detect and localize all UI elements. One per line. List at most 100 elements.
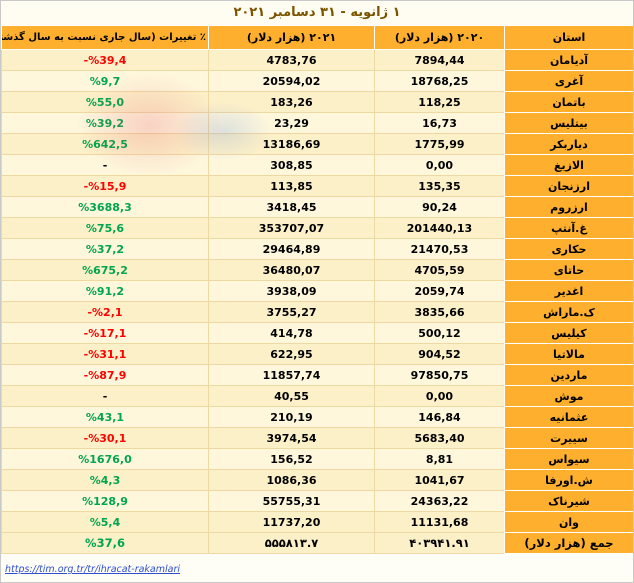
table-row: کیلیس 500,12 414,78 -%17,1 [1,322,633,344]
province-cell: سیواس [504,448,633,470]
value-2021-cell: 23,29 [208,112,375,134]
change-cell: - [1,154,209,176]
value-2020-cell: 201440,13 [374,217,505,239]
table-row: بیتلیس 16,73 23,29 %39,2 [1,112,633,134]
table-row: وان 11131,68 11737,20 %5,4 [1,511,633,533]
change-cell: %1676,0 [1,448,209,470]
value-2021-cell: 3418,45 [208,196,375,218]
total-change-cell: %37,6 [1,532,209,554]
province-cell: غ.آنتپ [504,217,633,239]
total-label-cell: جمع (هزار دلار) [504,532,633,554]
change-cell: -%87,9 [1,364,209,386]
value-2021-cell: 40,55 [208,385,375,407]
total-2021-cell: ۵۵۵۸۱۳.۷ [208,532,375,554]
header-change-pct: ٪ تغییرات (سال جاری نسبت به سال گذشته) [1,25,209,50]
table-row: ارزروم 90,24 3418,45 %3688,3 [1,196,633,218]
value-2021-cell: 113,85 [208,175,375,197]
value-2021-cell: 183,26 [208,91,375,113]
province-cell: باتمان [504,91,633,113]
province-cell: سییرت [504,427,633,449]
table-row: ماردین 97850,75 11857,74 -%87,9 [1,364,633,386]
province-cell: دیاربکر [504,133,633,155]
change-cell: %4,3 [1,469,209,491]
table-row: حاتای 4705,59 36480,07 %675,2 [1,259,633,281]
table-row: سیواس 8,81 156,52 %1676,0 [1,448,633,470]
province-cell: وان [504,511,633,533]
value-2021-cell: 353707,07 [208,217,375,239]
header-2021: ۲۰۲۱ (هزار دلار) [208,25,375,50]
value-2021-cell: 622,95 [208,343,375,365]
table-row: سییرت 5683,40 3974,54 -%30,1 [1,427,633,449]
change-cell: %9,7 [1,70,209,92]
value-2020-cell: 4705,59 [374,259,505,281]
value-2020-cell: 1041,67 [374,469,505,491]
table-row: ک.ماراش 3835,66 3755,27 -%2,1 [1,301,633,323]
table-row: دیاربکر 1775,99 13186,69 %642,5 [1,133,633,155]
change-cell: %5,4 [1,511,209,533]
table-row: باتمان 118,25 183,26 %55,0 [1,91,633,113]
table-row: اغدیر 2059,74 3938,09 %91,2 [1,280,633,302]
province-cell: عثمانیه [504,406,633,428]
province-cell: حاتای [504,259,633,281]
value-2021-cell: 29464,89 [208,238,375,260]
change-cell: -%17,1 [1,322,209,344]
change-cell: -%15,9 [1,175,209,197]
table-row: عثمانیه 146,84 210,19 %43,1 [1,406,633,428]
value-2020-cell: 5683,40 [374,427,505,449]
header-province: استان [504,25,633,50]
province-cell: بیتلیس [504,112,633,134]
change-cell: -%31,1 [1,343,209,365]
value-2020-cell: 21470,53 [374,238,505,260]
source-link[interactable]: https://tim.org.tr/tr/ihracat-rakamlari [5,564,181,575]
province-cell: اغدیر [504,280,633,302]
table-row: موش 0,00 40,55 - [1,385,633,407]
province-cell: ماردین [504,364,633,386]
value-2021-cell: 1086,36 [208,469,375,491]
value-2021-cell: 414,78 [208,322,375,344]
value-2021-cell: 13186,69 [208,133,375,155]
table-row: غ.آنتپ 201440,13 353707,07 %75,6 [1,217,633,239]
header-2020: ۲۰۲۰ (هزار دلار) [374,25,505,50]
province-cell: الازیغ [504,154,633,176]
value-2020-cell: 8,81 [374,448,505,470]
value-2021-cell: 11737,20 [208,511,375,533]
table-row: آغری 18768,25 20594,02 %9,7 [1,70,633,92]
value-2020-cell: 16,73 [374,112,505,134]
header-row: استان ۲۰۲۰ (هزار دلار) ۲۰۲۱ (هزار دلار) … [1,25,633,50]
table-row: شیرناک 24363,22 55755,31 %128,9 [1,490,633,512]
change-cell: -%2,1 [1,301,209,323]
value-2020-cell: 0,00 [374,154,505,176]
value-2021-cell: 210,19 [208,406,375,428]
value-2021-cell: 36480,07 [208,259,375,281]
province-cell: ش.اورفا [504,469,633,491]
change-cell: %43,1 [1,406,209,428]
change-cell: - [1,385,209,407]
page-title: ۱ ژانویه - ۳۱ دسامبر ۲۰۲۱ [1,1,633,25]
value-2021-cell: 20594,02 [208,70,375,92]
value-2021-cell: 3755,27 [208,301,375,323]
value-2020-cell: 3835,66 [374,301,505,323]
table-body: آدیامان 7894,44 4783,76 -%39,4 آغری 1876… [1,49,633,533]
change-cell: %675,2 [1,259,209,281]
value-2020-cell: 500,12 [374,322,505,344]
value-2020-cell: 146,84 [374,406,505,428]
table-row: حکاری 21470,53 29464,89 %37,2 [1,238,633,260]
value-2021-cell: 55755,31 [208,490,375,512]
value-2021-cell: 3938,09 [208,280,375,302]
change-cell: %91,2 [1,280,209,302]
province-cell: کیلیس [504,322,633,344]
province-cell: آدیامان [504,49,633,71]
value-2020-cell: 135,35 [374,175,505,197]
value-2020-cell: 1775,99 [374,133,505,155]
province-cell: ارزنجان [504,175,633,197]
province-cell: حکاری [504,238,633,260]
province-cell: شیرناک [504,490,633,512]
province-cell: آغری [504,70,633,92]
change-cell: %3688,3 [1,196,209,218]
table-row: مالاتیا 904,52 622,95 -%31,1 [1,343,633,365]
value-2020-cell: 11131,68 [374,511,505,533]
value-2021-cell: 11857,74 [208,364,375,386]
province-cell: ارزروم [504,196,633,218]
table-row: آدیامان 7894,44 4783,76 -%39,4 [1,49,633,71]
